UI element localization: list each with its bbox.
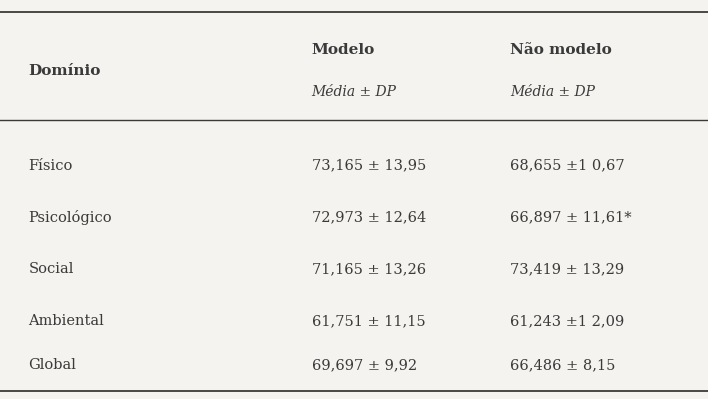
Text: Média ± DP: Média ± DP [510, 85, 595, 99]
Text: 73,165 ± 13,95: 73,165 ± 13,95 [312, 158, 426, 173]
Text: Não modelo: Não modelo [510, 43, 612, 57]
Text: Média ± DP: Média ± DP [312, 85, 396, 99]
Text: 66,897 ± 11,61*: 66,897 ± 11,61* [510, 210, 632, 225]
Text: 68,655 ±1 0,67: 68,655 ±1 0,67 [510, 158, 624, 173]
Text: Global: Global [28, 358, 76, 372]
Text: 66,486 ± 8,15: 66,486 ± 8,15 [510, 358, 615, 372]
Text: 69,697 ± 9,92: 69,697 ± 9,92 [312, 358, 416, 372]
Text: Físico: Físico [28, 158, 73, 173]
Text: 72,973 ± 12,64: 72,973 ± 12,64 [312, 210, 426, 225]
Text: Domínio: Domínio [28, 64, 101, 78]
Text: Modelo: Modelo [312, 43, 375, 57]
Text: 61,243 ±1 2,09: 61,243 ±1 2,09 [510, 314, 624, 328]
Text: Psicológico: Psicológico [28, 210, 112, 225]
Text: Social: Social [28, 262, 74, 277]
Text: Ambiental: Ambiental [28, 314, 104, 328]
Text: 61,751 ± 11,15: 61,751 ± 11,15 [312, 314, 425, 328]
Text: 73,419 ± 13,29: 73,419 ± 13,29 [510, 262, 624, 277]
Text: 71,165 ± 13,26: 71,165 ± 13,26 [312, 262, 426, 277]
